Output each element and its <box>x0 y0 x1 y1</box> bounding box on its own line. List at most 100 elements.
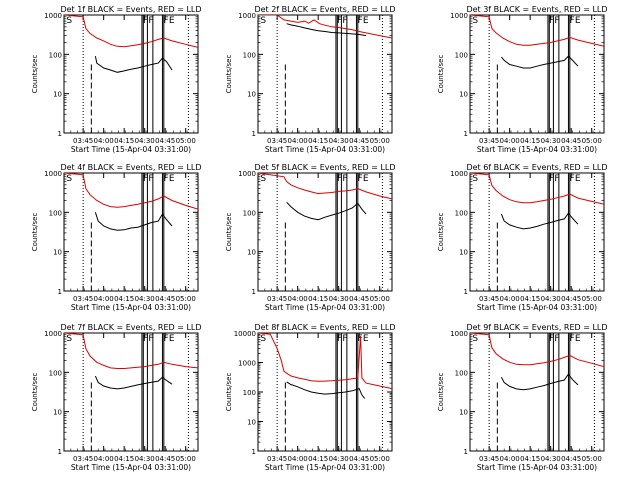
x-tick-label: 03:45 <box>73 137 93 145</box>
x-tick-label: 03:45 <box>479 295 499 303</box>
marker-letter-f: F <box>143 174 148 184</box>
x-tick-label: 04:30 <box>135 455 155 463</box>
plot-frame <box>63 14 199 134</box>
x-tick-label: 05:00 <box>176 137 196 145</box>
x-axis-label: Start Time (15-Apr-04 03:31:00) <box>71 145 191 154</box>
marker-letter-f: F <box>143 16 148 26</box>
x-tick-label: 04:45 <box>561 137 581 145</box>
x-axis-label: Start Time (15-Apr-04 03:31:00) <box>71 463 191 472</box>
x-tick-label: 04:15 <box>520 295 540 303</box>
chart-title: Det 6f BLACK = Events, RED = LLD <box>466 163 607 172</box>
plot-frame <box>63 172 199 292</box>
x-axis-label: Start Time (15-Apr-04 03:31:00) <box>477 463 597 472</box>
marker-letter-e: E <box>169 334 175 344</box>
marker-letter-f: F <box>549 334 554 344</box>
y-tick-label: 100 <box>455 369 468 377</box>
marker-letter-f: F <box>569 334 574 344</box>
y-tick-label: 10 <box>247 249 256 257</box>
y-tick-label: 1 <box>58 448 62 456</box>
y-tick-label: 1 <box>252 288 256 296</box>
y-tick-label: 1 <box>252 130 256 138</box>
marker-letter-f: F <box>549 16 554 26</box>
x-tick-label: 04:45 <box>155 455 175 463</box>
x-axis-label: Start Time (15-Apr-04 03:31:00) <box>265 463 385 472</box>
x-tick-label: 04:00 <box>288 137 308 145</box>
marker-letter-f: F <box>554 334 559 344</box>
y-tick-label: 100 <box>243 389 256 397</box>
x-tick-label: 04:00 <box>288 295 308 303</box>
x-tick-label: 04:30 <box>135 137 155 145</box>
x-tick-label: 04:30 <box>541 137 561 145</box>
x-tick-label: 04:45 <box>349 137 369 145</box>
x-tick-label: 04:15 <box>114 455 134 463</box>
y-tick-label: 1 <box>464 448 468 456</box>
marker-letter-f: F <box>549 174 554 184</box>
chart-title: Det 3f BLACK = Events, RED = LLD <box>466 5 607 14</box>
x-tick-label: 04:00 <box>94 455 114 463</box>
series-line-events <box>94 56 173 73</box>
marker-letter-s: S <box>472 334 478 344</box>
x-tick-label: 04:30 <box>329 455 349 463</box>
marker-letter-f: F <box>337 334 342 344</box>
y-tick-label: 1 <box>58 288 62 296</box>
marker-letter-f: F <box>143 334 148 344</box>
x-axis-label: Start Time (15-Apr-04 03:31:00) <box>477 303 597 312</box>
chart-panel-1: Det 1f BLACK = Events, RED = LLD 1 10 100 10… <box>31 5 202 154</box>
series-line-events <box>94 375 173 390</box>
marker-letter-f: F <box>342 16 347 26</box>
marker-letter-f: F <box>148 16 153 26</box>
y-tick-label: 1000 <box>450 330 468 338</box>
chart-panel-7: Det 7f BLACK = Events, RED = LLD 1 10 100 10… <box>31 323 202 472</box>
marker-letter-s: S <box>260 16 266 26</box>
chart-panel-3: Det 3f BLACK = Events, RED = LLD 1 10 100 10… <box>437 5 608 154</box>
x-tick-label: 05:00 <box>370 455 390 463</box>
marker-letter-s: S <box>66 334 72 344</box>
series-line-events <box>286 381 366 399</box>
marker-letter-s: S <box>472 174 478 184</box>
x-tick-label: 05:00 <box>176 455 196 463</box>
series-line-events <box>286 23 367 37</box>
x-tick-label: 04:15 <box>308 295 328 303</box>
marker-letter-e: E <box>363 174 369 184</box>
chart-panel-2: Det 2f BLACK = Events, RED = LLD 1 10 100 10… <box>225 5 396 154</box>
y-tick-label: 10 <box>247 91 256 99</box>
x-tick-label: 04:45 <box>155 137 175 145</box>
plot-frame <box>469 332 605 452</box>
marker-letter-f: F <box>554 16 559 26</box>
marker-letter-e: E <box>575 174 581 184</box>
y-tick-label: 1 <box>58 130 62 138</box>
series-line-events <box>94 212 173 231</box>
x-tick-label: 04:30 <box>135 295 155 303</box>
x-tick-label: 05:00 <box>582 295 602 303</box>
x-tick-label: 03:45 <box>267 137 287 145</box>
series-line-events <box>286 201 367 221</box>
chart-title: Det 8f BLACK = Events, RED = LLD <box>254 323 395 332</box>
x-tick-label: 04:45 <box>349 295 369 303</box>
y-tick-label: 10 <box>247 419 256 427</box>
x-tick-label: 04:15 <box>308 455 328 463</box>
series-line-lld <box>470 173 604 205</box>
marker-letter-e: E <box>363 334 369 344</box>
series-line-events <box>500 373 579 391</box>
y-tick-label: 1000 <box>238 170 256 178</box>
marker-letter-f: F <box>163 334 168 344</box>
y-axis-label: Counts/sec <box>437 213 445 252</box>
y-tick-label: 1 <box>464 288 468 296</box>
marker-letter-e: E <box>169 16 175 26</box>
x-tick-label: 04:30 <box>329 295 349 303</box>
series-line-events <box>501 55 579 69</box>
series-line-events <box>500 212 579 230</box>
marker-letter-f: F <box>357 174 362 184</box>
marker-letter-f: F <box>337 16 342 26</box>
x-tick-label: 04:00 <box>94 137 114 145</box>
y-tick-label: 100 <box>455 51 468 59</box>
y-axis-label: Counts/sec <box>437 55 445 94</box>
series-line-lld <box>258 173 392 200</box>
chart-panel-6: Det 6f BLACK = Events, RED = LLD 1 10 100 10… <box>437 163 608 312</box>
x-tick-label: 03:45 <box>73 455 93 463</box>
x-tick-label: 05:00 <box>370 137 390 145</box>
series-line-lld <box>64 15 198 48</box>
marker-letter-e: E <box>363 16 369 26</box>
